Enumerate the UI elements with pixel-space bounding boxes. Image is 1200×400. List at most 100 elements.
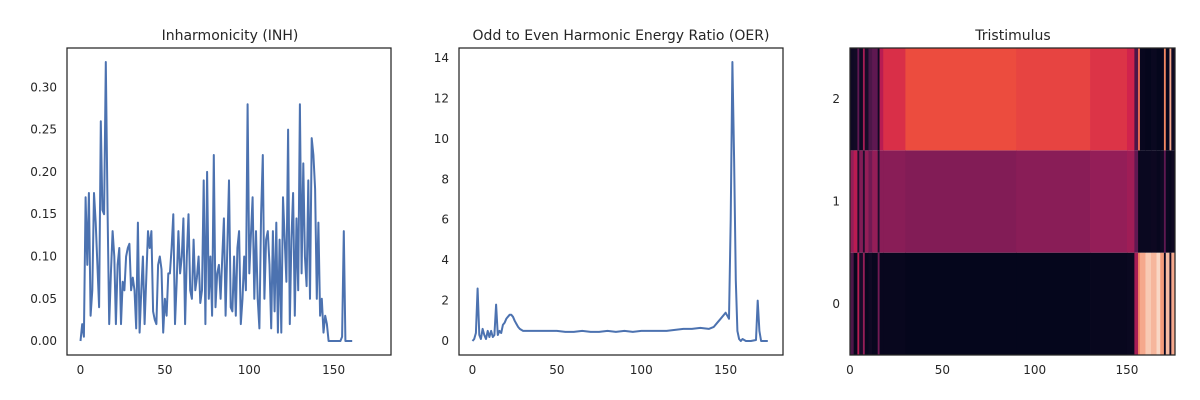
heatmap-cell — [1160, 48, 1165, 151]
heatmap-cell — [1163, 252, 1167, 355]
inh-ytick-label: 0.05 — [30, 292, 57, 306]
heatmap-cell — [1145, 252, 1152, 355]
heatmap-cell — [1090, 48, 1128, 151]
tristimulus-ytick-label: 1 — [832, 195, 840, 209]
heatmap-cell — [1090, 252, 1128, 355]
inh-ytick-label: 0.10 — [30, 249, 57, 263]
heatmap-cell — [883, 150, 906, 253]
tristimulus-title: Tristimulus — [974, 28, 1050, 44]
heatmap-cell — [872, 150, 879, 253]
heatmap-cell — [1169, 252, 1172, 355]
tristimulus-xtick-label: 100 — [1023, 363, 1046, 377]
heatmap-cell — [1138, 252, 1141, 355]
heatmap-cell — [862, 48, 866, 151]
heatmap-cell — [1160, 150, 1165, 253]
oer-ytick-label: 4 — [441, 253, 449, 267]
heatmap-cell — [1169, 48, 1172, 151]
heatmap-cell — [879, 150, 884, 253]
heatmap-cell — [877, 150, 880, 253]
heatmap-cell — [879, 252, 884, 355]
oer-ytick-label: 8 — [441, 172, 449, 186]
inh-ytick-label: 0.15 — [30, 207, 57, 221]
heatmap-cell — [857, 252, 860, 355]
oer-xtick-label: 100 — [630, 363, 653, 377]
heatmap-cell — [1156, 48, 1161, 151]
heatmap-cell — [1139, 252, 1146, 355]
heatmap-cell — [1150, 150, 1157, 253]
heatmap-cell — [864, 252, 869, 355]
heatmap-cell — [1163, 48, 1167, 151]
heatmap-cell — [857, 150, 860, 253]
heatmap-cell — [883, 48, 906, 151]
heatmap-cell — [1139, 48, 1146, 151]
inh-ytick-label: 0.00 — [30, 334, 57, 348]
panel-oer: Odd to Even Harmonic Energy Ratio (OER) … — [434, 28, 784, 377]
heatmap-cell — [850, 252, 855, 355]
heatmap-cell — [859, 48, 864, 151]
heatmap-cell — [857, 48, 860, 151]
inh-ytick-label: 0.30 — [30, 80, 57, 94]
heatmap-cell — [905, 150, 1017, 253]
heatmap-cell — [1150, 252, 1157, 355]
heatmap-cell — [859, 150, 864, 253]
heatmap-cell — [879, 48, 884, 151]
heatmap-cell — [1126, 150, 1135, 253]
heatmap-cell — [1150, 48, 1157, 151]
oer-ytick-label: 14 — [434, 51, 449, 65]
oer-axes-frame — [458, 47, 784, 356]
inh-xtick-label: 50 — [157, 363, 172, 377]
oer-plot-area: 0 50 100 150 0 2 4 6 8 10 12 14 — [434, 51, 768, 377]
heatmap-cell — [1134, 150, 1139, 253]
tristimulus-axes-frame — [849, 47, 1176, 356]
tristimulus-ytick-label: 0 — [832, 297, 840, 311]
heatmap-cell — [868, 150, 873, 253]
inh-xtick-label: 0 — [77, 363, 85, 377]
heatmap-cell — [1145, 150, 1152, 253]
inh-xtick-label: 150 — [322, 363, 345, 377]
tristimulus-heatmap: 0 50 100 150 0 1 2 — [832, 48, 1176, 377]
tristimulus-xtick-label: 50 — [935, 363, 950, 377]
tristimulus-xtick-label: 150 — [1116, 363, 1139, 377]
heatmap-cell — [1126, 252, 1135, 355]
heatmap-cell — [905, 252, 1017, 355]
heatmap-cell — [877, 252, 880, 355]
heatmap-cell — [864, 48, 869, 151]
heatmap-cell — [1126, 48, 1135, 151]
inh-xtick-label: 100 — [238, 363, 261, 377]
heatmap-cell — [1134, 252, 1139, 355]
heatmap-cell — [872, 252, 879, 355]
tristimulus-ytick-label: 2 — [832, 92, 840, 106]
heatmap-cell — [1171, 252, 1176, 355]
oer-xtick-label: 50 — [549, 363, 564, 377]
heatmap-cell — [1171, 150, 1176, 253]
heatmap-cell — [850, 48, 855, 151]
heatmap-cell — [877, 48, 880, 151]
inh-ytick-label: 0.20 — [30, 165, 57, 179]
heatmap-cell — [1138, 150, 1141, 253]
heatmap-cell — [1016, 252, 1091, 355]
heatmap-cell — [864, 150, 869, 253]
heatmap-cell — [1145, 48, 1152, 151]
heatmap-cell — [868, 48, 873, 151]
heatmap-cell — [1156, 150, 1161, 253]
heatmap-cell — [859, 252, 864, 355]
oer-ytick-label: 2 — [441, 294, 449, 308]
heatmap-cell — [1165, 252, 1170, 355]
oer-xtick-label: 150 — [714, 363, 737, 377]
heatmap-cell — [853, 252, 858, 355]
heatmap-cell — [1134, 48, 1139, 151]
oer-title: Odd to Even Harmonic Energy Ratio (OER) — [473, 28, 770, 44]
oer-ytick-label: 12 — [434, 91, 449, 105]
oer-series-line — [471, 61, 768, 342]
panel-tristimulus: Tristimulus 0 50 100 150 0 1 2 — [832, 28, 1176, 377]
heatmap-cell — [1016, 150, 1091, 253]
heatmap-cell — [853, 150, 858, 253]
heatmap-cell — [1090, 150, 1128, 253]
heatmap-cell — [1163, 150, 1167, 253]
heatmap-cell — [850, 150, 855, 253]
panel-inharmonicity: Inharmonicity (INH) 0 50 100 150 0.00 0.05 0.1… — [30, 28, 392, 377]
heatmap-cell — [1160, 252, 1165, 355]
heatmap-cell — [862, 150, 866, 253]
oer-ytick-label: 6 — [441, 213, 449, 227]
